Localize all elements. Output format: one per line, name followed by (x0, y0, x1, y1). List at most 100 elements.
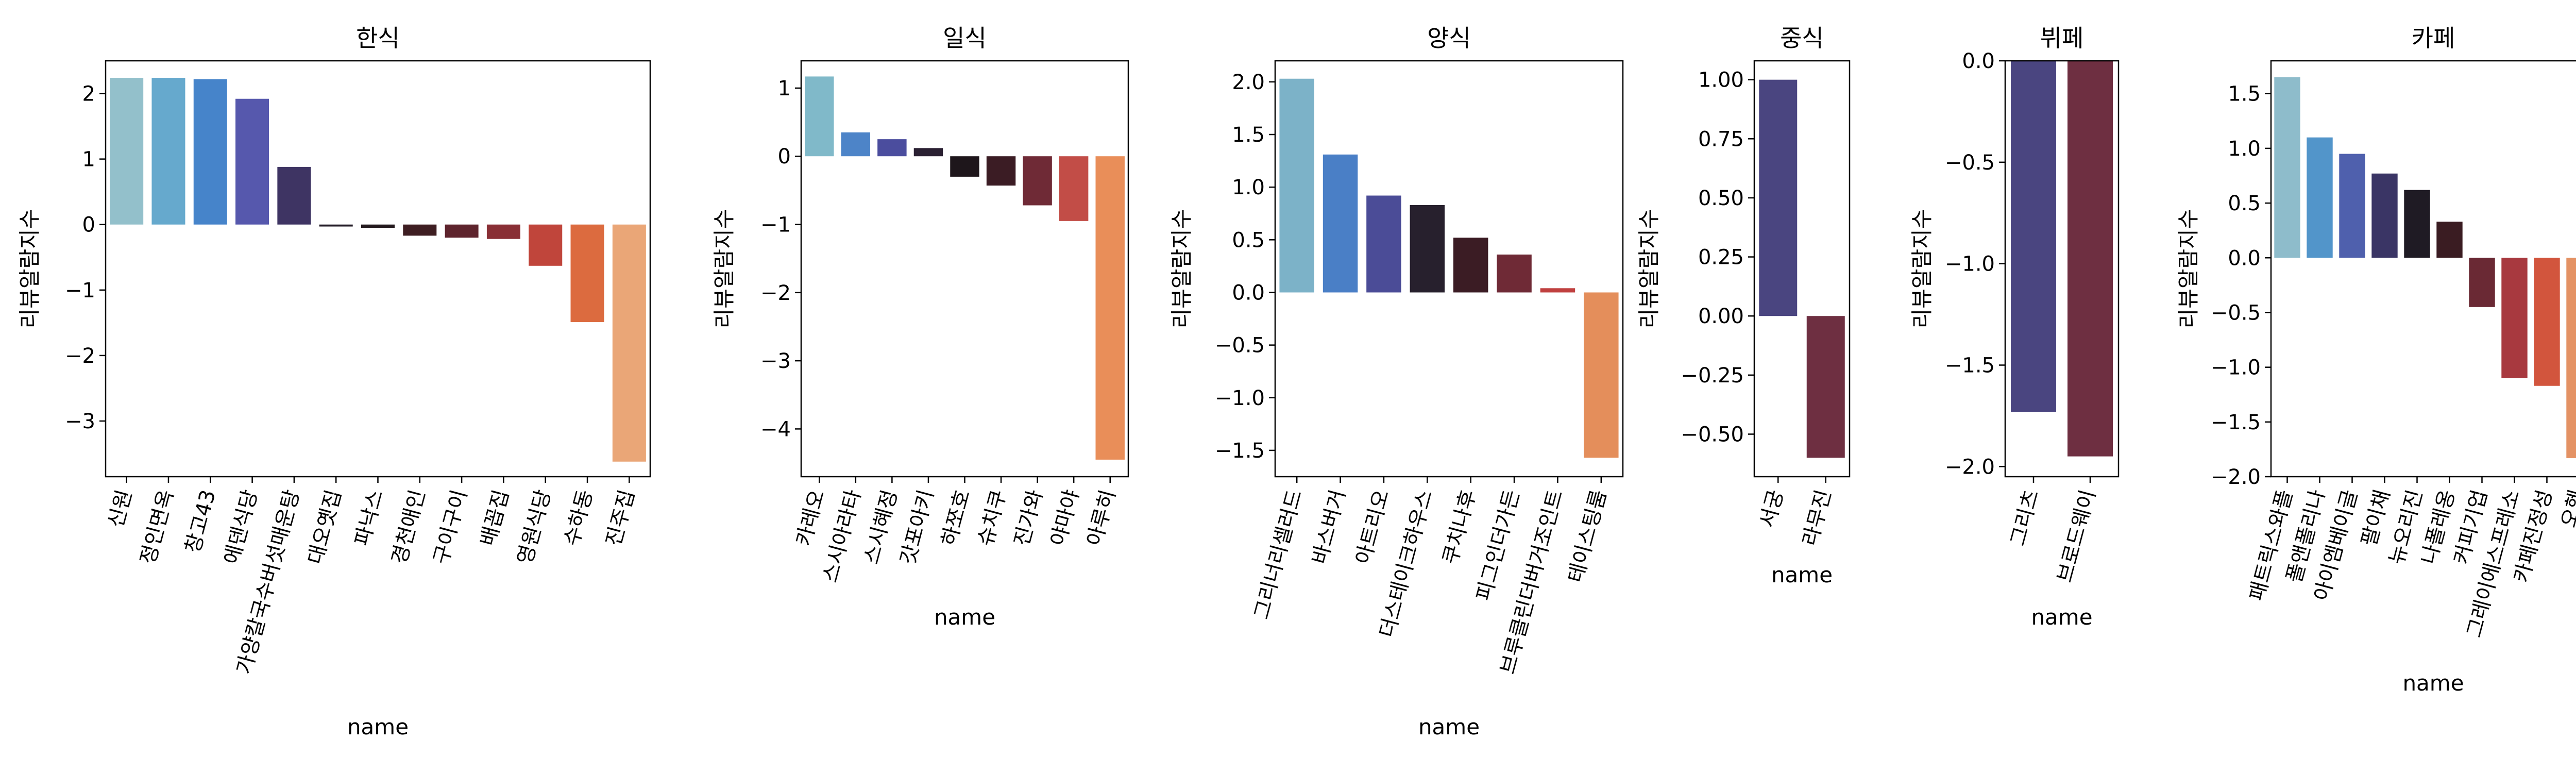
subplot-6: −2.0−1.5−1.0−0.50.00.51.01.5패트릭스와플폴앤폴리나아… (2176, 24, 2576, 696)
y-axis-label: 리뷰알람지수 (17, 209, 42, 329)
x-tick-label: 진가와 (1010, 488, 1047, 549)
bar (2371, 173, 2398, 258)
bar (1410, 205, 1445, 293)
x-tick-label: 팔이채 (2357, 488, 2395, 549)
y-axis-label: 리뷰알람지수 (711, 209, 737, 329)
x-tick-label: 스시혜정 (860, 488, 903, 567)
y-tick-label: −0.25 (1681, 364, 1744, 388)
subplot-title: 카페 (2412, 24, 2455, 52)
bar (277, 166, 311, 225)
x-tick-label: 바스버거 (1308, 488, 1351, 567)
bar (2436, 222, 2463, 258)
y-tick-label: 1.0 (2228, 137, 2261, 161)
y-tick-label: 0.0 (1232, 281, 1265, 305)
bar (2469, 258, 2495, 307)
y-tick-label: 0 (778, 145, 791, 169)
bar (2307, 137, 2333, 258)
y-axis-label: 리뷰알람지수 (1169, 209, 1194, 329)
bar (1497, 254, 1532, 293)
y-tick-label: −2 (760, 281, 791, 305)
y-tick-label: 1 (82, 148, 95, 172)
y-tick-label: −1.5 (2211, 411, 2261, 434)
bar (319, 224, 353, 227)
x-axis-label: name (1771, 562, 1833, 587)
x-axis-label: name (2402, 670, 2464, 696)
axes-frame (1274, 60, 1624, 478)
x-tick-label: 오헨 (2557, 488, 2576, 530)
y-tick-label: 0.0 (1962, 49, 1995, 73)
bar (361, 224, 395, 228)
bar (1453, 238, 1488, 293)
y-tick-label: −0.50 (1681, 423, 1744, 446)
x-tick-label: 경천애인 (387, 488, 430, 567)
bar (2274, 77, 2300, 258)
axes-frame (800, 60, 1129, 478)
bar (235, 98, 269, 225)
y-tick-label: −1.5 (1945, 354, 1995, 377)
bar (486, 224, 520, 239)
subplot-title: 뷔페 (2040, 24, 2084, 52)
bar (1806, 316, 1845, 458)
bar (2501, 258, 2528, 378)
y-tick-label: −1.0 (1215, 386, 1265, 410)
bar (2404, 190, 2430, 258)
bar (1323, 154, 1358, 293)
bar (1059, 156, 1089, 221)
x-tick-label: 하쪼호 (937, 488, 975, 549)
y-tick-label: −1.0 (1945, 253, 1995, 276)
bar (1759, 79, 1798, 316)
x-tick-label: 창고43 (181, 488, 221, 556)
bar (877, 139, 907, 157)
subplot-title: 중식 (1780, 24, 1824, 52)
axes-frame (2004, 60, 2120, 478)
bar (805, 76, 834, 157)
subplot-title: 한식 (356, 24, 400, 52)
x-tick-label: 피그인더가든 (1472, 488, 1524, 603)
bar (1023, 156, 1052, 206)
x-tick-label: 쿠치나후 (1438, 488, 1481, 567)
y-tick-label: −0.5 (1945, 151, 1995, 175)
x-axis-label: name (2031, 604, 2092, 630)
y-tick-label: 1 (778, 77, 791, 100)
subplot-2: −4−3−2−101카레오스시아라타스시혜정갓포아키하쪼호슈치쿠진가와야마야아루… (711, 24, 1129, 630)
y-tick-label: −1 (760, 213, 791, 237)
y-tick-label: 1.5 (1232, 123, 1265, 147)
y-tick-label: −3 (760, 349, 791, 373)
bar (2067, 61, 2113, 457)
x-tick-label: 정인면옥 (136, 488, 179, 567)
bar (193, 79, 227, 225)
bar (529, 224, 563, 266)
y-axis-label: 리뷰알람지수 (1636, 209, 1662, 329)
x-tick-label: 그리너리셀러드 (1250, 488, 1307, 622)
x-tick-label: 갓포아키 (896, 488, 939, 567)
bar (403, 224, 437, 236)
y-tick-label: 0 (82, 213, 95, 237)
x-tick-label: 아트리오 (1351, 488, 1394, 567)
y-tick-label: −3 (65, 410, 95, 433)
y-tick-label: 1.00 (1698, 69, 1744, 92)
y-tick-label: −1.0 (2211, 356, 2261, 380)
bar (2011, 61, 2056, 412)
bar (151, 78, 185, 225)
x-tick-label: 배꼽집 (476, 488, 514, 549)
y-tick-label: −0.5 (1215, 334, 1265, 358)
y-tick-label: 0.50 (1698, 187, 1744, 210)
y-tick-label: 1.0 (1232, 176, 1265, 199)
bar (1279, 78, 1314, 293)
x-tick-label: 진주집 (602, 488, 639, 549)
x-tick-label: 브로드웨이 (2053, 488, 2100, 585)
axes-frame (1753, 60, 1851, 478)
x-tick-label: 신원 (104, 488, 137, 530)
subplot-title: 일식 (943, 24, 987, 52)
bar (986, 156, 1016, 186)
bar (2566, 258, 2576, 458)
x-tick-label: 라무진 (1798, 488, 1836, 549)
x-axis-label: name (934, 604, 995, 630)
x-tick-label: 테이스팅룸 (1564, 488, 1611, 585)
y-tick-label: −1.5 (1215, 439, 1265, 463)
x-tick-label: 패트릭스와플 (2245, 488, 2298, 603)
x-tick-label: 영원식당 (513, 488, 556, 567)
